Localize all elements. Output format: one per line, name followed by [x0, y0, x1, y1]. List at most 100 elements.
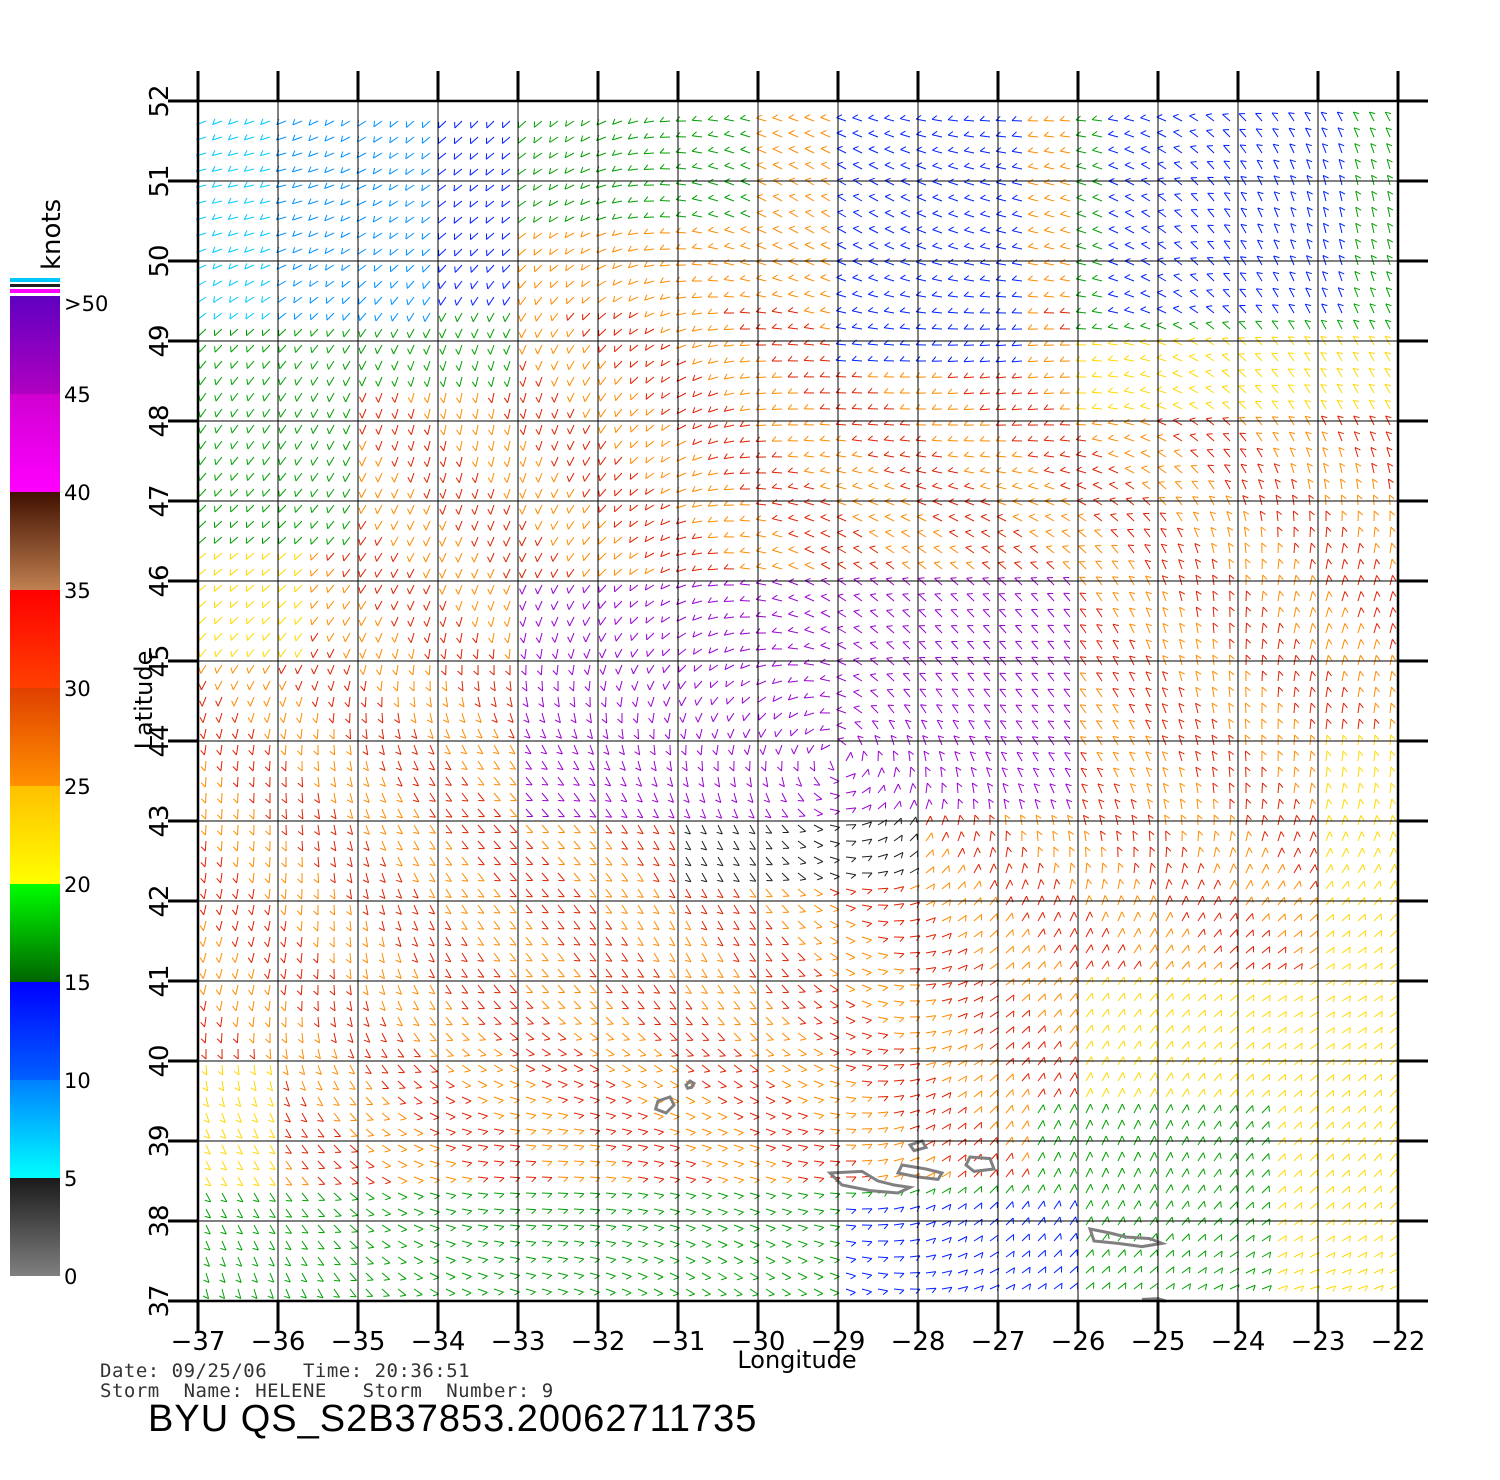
wind-barb	[558, 1225, 568, 1230]
wind-barb	[414, 1097, 422, 1104]
wind-barb	[198, 569, 206, 576]
wind-barb	[974, 848, 980, 857]
wind-barb	[741, 663, 750, 669]
wind-barb	[1070, 1152, 1077, 1161]
wind-barb	[263, 393, 270, 401]
wind-barb	[645, 328, 654, 334]
wind-barb	[279, 569, 287, 576]
wind-barb	[902, 562, 910, 569]
wind-barb	[964, 276, 974, 281]
wind-barb	[1278, 1090, 1285, 1097]
wind-barb	[661, 535, 670, 541]
wind-barb	[622, 1257, 632, 1263]
wind-barb	[1370, 288, 1376, 297]
wind-barb	[440, 409, 446, 419]
wind-barb	[1207, 450, 1214, 457]
wind-barb	[574, 1049, 582, 1056]
wind-barb	[599, 329, 606, 336]
wind-barb	[646, 617, 654, 623]
wind-barb	[231, 665, 238, 673]
wind-barb	[846, 1113, 856, 1118]
wind-barb	[1213, 591, 1218, 601]
wind-barb	[412, 985, 418, 994]
wind-barb	[1326, 865, 1333, 874]
wind-barb	[1374, 1219, 1382, 1225]
wind-barb	[855, 722, 862, 729]
wind-barb	[263, 361, 270, 369]
wind-barb	[318, 1145, 324, 1153]
wind-barb	[710, 665, 718, 671]
wind-barb	[526, 1049, 534, 1056]
wind-barb	[910, 783, 916, 793]
wind-barb	[974, 831, 980, 841]
wind-barb	[346, 953, 351, 963]
wind-barb	[974, 799, 979, 809]
wind-barb	[1070, 928, 1077, 937]
wind-barb	[1262, 1011, 1270, 1017]
wind-barb	[733, 905, 739, 914]
wind-barb	[253, 1209, 259, 1218]
wind-barb	[1262, 831, 1268, 841]
wind-barb	[708, 614, 718, 619]
wind-barb	[734, 1145, 744, 1151]
wind-barb	[734, 1033, 741, 1040]
wind-barb	[1230, 639, 1235, 649]
wind-barb	[926, 783, 931, 793]
wind-barb	[204, 1241, 210, 1250]
wind-barb	[1150, 1088, 1157, 1097]
wind-barb	[286, 1193, 292, 1201]
wind-barb	[647, 649, 654, 657]
wind-barb	[1225, 480, 1231, 489]
wind-barb	[910, 868, 919, 874]
wind-barb	[1294, 687, 1299, 697]
wind-barb	[782, 1177, 792, 1183]
wind-barb	[1294, 799, 1300, 809]
wind-barb	[446, 1081, 454, 1088]
wind-barb	[279, 601, 286, 608]
wind-barb	[327, 521, 334, 529]
wind-barb	[951, 642, 958, 650]
wind-barb	[1189, 402, 1198, 409]
wind-barb	[1065, 768, 1071, 777]
wind-barb	[1293, 511, 1298, 521]
wind-barb	[542, 1049, 551, 1056]
wind-barb	[492, 729, 498, 738]
wind-barb	[708, 517, 718, 522]
wind-barb	[456, 377, 462, 387]
wind-barb	[1044, 260, 1054, 266]
wind-barb	[660, 245, 670, 250]
wind-barb	[1060, 243, 1070, 249]
wind-barb	[942, 1287, 952, 1292]
wind-barb	[1166, 1104, 1173, 1113]
wind-barb	[462, 825, 468, 833]
wind-barb	[1118, 1136, 1125, 1145]
wind-barb	[1229, 687, 1234, 697]
wind-barb	[919, 626, 926, 633]
wind-barb	[462, 1049, 470, 1056]
wind-barb	[1080, 593, 1086, 601]
wind-barb	[1102, 1184, 1109, 1193]
wind-barb	[750, 985, 756, 993]
wind-barb	[1374, 751, 1379, 761]
wind-barb	[526, 793, 532, 801]
wind-barb	[246, 553, 254, 559]
wind-barb	[600, 649, 607, 658]
wind-barb	[1118, 1200, 1125, 1209]
wind-barb	[683, 777, 688, 787]
wind-barb	[408, 473, 414, 482]
wind-barb	[446, 1113, 455, 1120]
wind-barb	[708, 260, 718, 265]
wind-barb	[380, 777, 386, 786]
wind-barb	[424, 633, 430, 643]
wind-barb	[1022, 1185, 1029, 1193]
wind-barb	[894, 1273, 904, 1278]
wind-barb	[526, 1113, 536, 1119]
wind-barb	[1255, 354, 1262, 361]
wind-barb	[520, 633, 526, 643]
wind-barb	[583, 377, 590, 386]
wind-barb	[552, 441, 558, 450]
wind-barb	[1389, 495, 1394, 505]
wind-barb	[217, 857, 222, 867]
wind-barb	[903, 626, 910, 633]
wind-barb	[574, 1225, 584, 1230]
